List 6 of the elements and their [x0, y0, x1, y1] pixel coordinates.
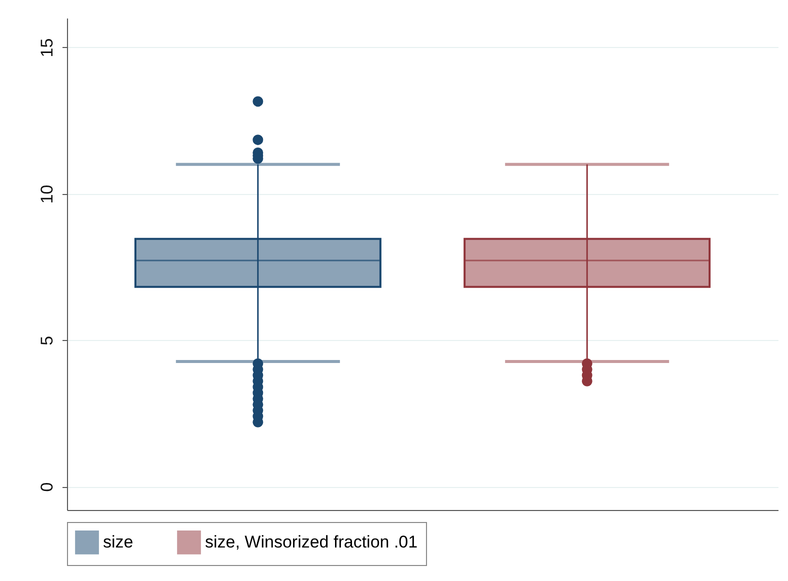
legend-label: size [103, 532, 134, 552]
y-tick-label: 15 [38, 38, 56, 58]
y-tick-label: 0 [38, 482, 56, 492]
y-tick-label: 10 [38, 184, 56, 204]
y-tick-label: 5 [38, 336, 56, 346]
legend-label: size, Winsorized fraction .01 [205, 532, 418, 552]
